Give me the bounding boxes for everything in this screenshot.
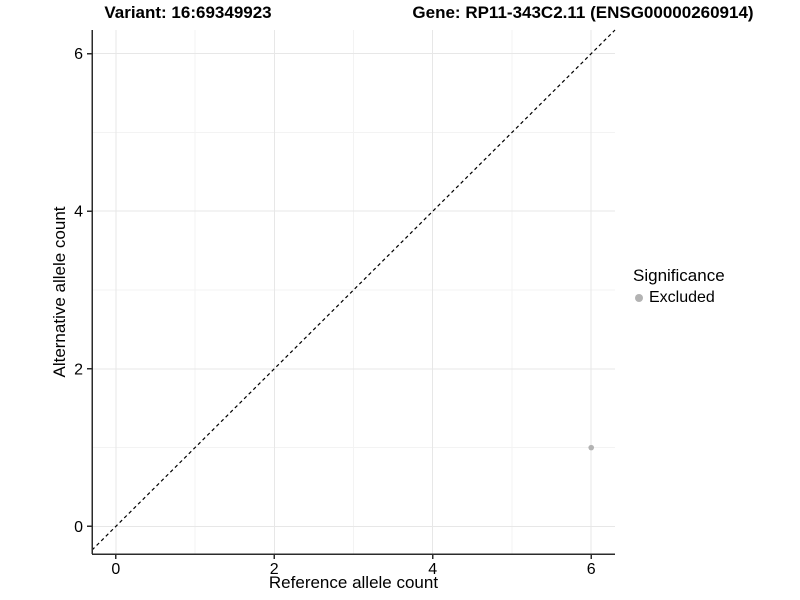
x-tick-label: 6 (587, 561, 596, 578)
x-axis-title: Reference allele count (268, 573, 439, 592)
y-tick-label: 4 (74, 204, 83, 221)
variant-title: Variant: 16:69349923 (104, 3, 272, 22)
y-tick-label: 0 (74, 519, 83, 536)
legend: Significance Excluded (633, 266, 725, 307)
x-tick-label: 4 (428, 561, 437, 578)
x-tick-label: 0 (111, 561, 120, 578)
y-tick-label: 6 (74, 46, 83, 63)
x-tick-label: 2 (270, 561, 279, 578)
gene-title: Gene: RP11-343C2.11 (ENSG00000260914) (412, 3, 754, 22)
y-tick-label: 2 (74, 361, 83, 378)
legend-item: Excluded (633, 289, 725, 307)
legend-item-label: Excluded (649, 289, 715, 306)
excluded-point-icon (635, 294, 643, 302)
y-axis-title: Alternative allele count (50, 206, 69, 378)
legend-title: Significance (633, 266, 725, 285)
data-point (588, 444, 595, 451)
